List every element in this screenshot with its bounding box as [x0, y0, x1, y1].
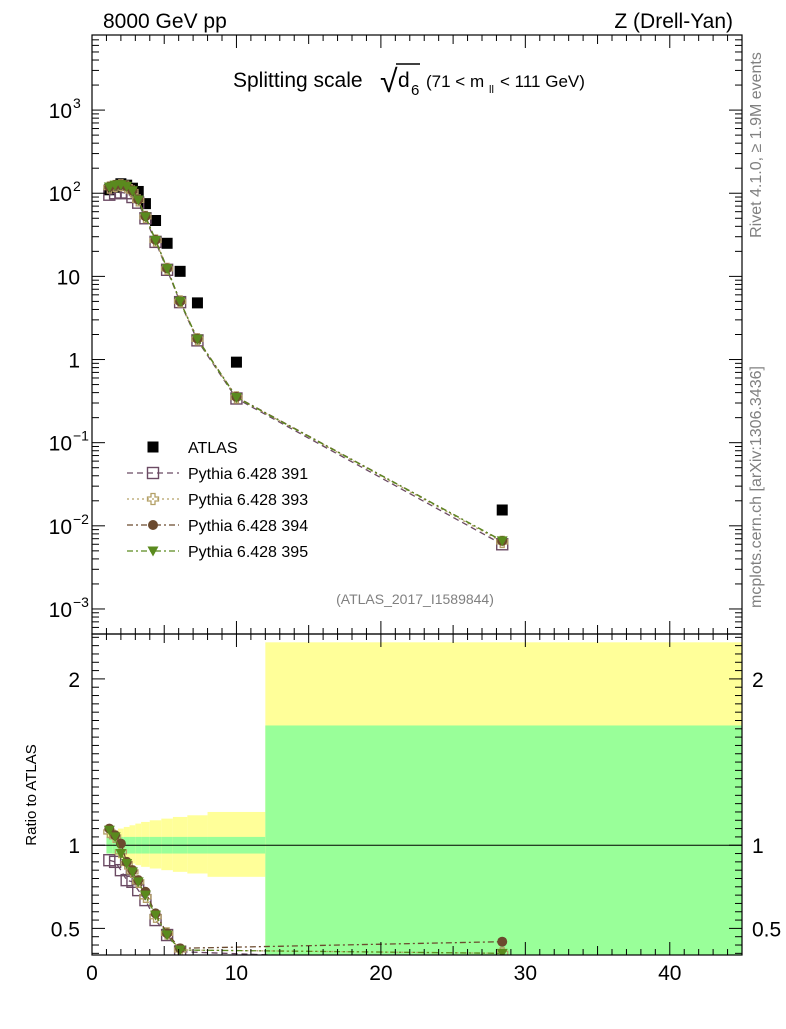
point-p395-10	[191, 334, 203, 345]
point-p395-6	[139, 212, 151, 223]
analysis-id-label: (ATLAS_2017_I1589844)	[336, 591, 494, 607]
legend-marker-atlas	[147, 441, 159, 453]
legend-label-p391: Pythia 6.428 391	[188, 466, 308, 483]
line-p394	[109, 183, 503, 542]
legend-item-p395: Pythia 6.428 395	[127, 544, 308, 561]
title-range-post: < 111 GeV)	[500, 72, 585, 91]
point-p395-3	[121, 181, 133, 192]
ratio-panel-series	[103, 823, 509, 969]
x-tick-label-30: 30	[514, 962, 537, 985]
title-d: d	[398, 69, 410, 92]
mcplots-label: mcplots.cern.ch [arXiv:1306.3436]	[748, 366, 765, 608]
legend: ATLAS Pythia 6.428 391 Pythia 6.428 393 Pyt…	[127, 440, 308, 561]
ratio-point-p395-8	[161, 930, 173, 941]
band-inner-12	[265, 725, 742, 955]
point-p395-12	[496, 536, 508, 547]
series-p394	[104, 179, 508, 546]
title-range-pre: (71 < m	[426, 72, 484, 91]
point-atlas-8	[161, 237, 173, 249]
point-atlas-9	[174, 265, 186, 277]
legend-label-atlas: ATLAS	[188, 440, 238, 457]
ratio-point-p395-4	[126, 867, 138, 878]
point-p395-5	[132, 195, 144, 206]
rivet-version-label: Rivet 4.1.0, ≥ 1.9M events	[748, 52, 765, 238]
legend-label-p393: Pythia 6.428 393	[188, 492, 308, 509]
legend-marker-p393	[146, 492, 160, 506]
y-tick-label-1000: 10	[49, 100, 72, 123]
y-tick-label-1: 1	[68, 350, 80, 373]
ratio-y-tick-label-0_5: 0.5	[51, 918, 80, 941]
legend-marker-p394	[148, 520, 158, 530]
ratio-point-p391-10	[497, 958, 508, 969]
x-tick-label-20: 20	[369, 962, 392, 985]
y-tick-label-0_01-exp: −2	[73, 511, 89, 527]
y-tick-label-0_001: 10	[49, 599, 72, 622]
ratio-y-tick-label-right-0_5: 0.5	[752, 918, 781, 941]
main-panel-series	[103, 178, 509, 551]
ratio-series-p395	[103, 825, 508, 955]
ratio-point-p395-0	[103, 825, 115, 836]
ratio-panel-frame	[91, 633, 743, 956]
ratio-y-tick-label-right-2: 2	[752, 669, 764, 692]
point-atlas-11	[230, 356, 242, 368]
ratio-point-p395-2	[115, 849, 127, 860]
legend-label-p394: Pythia 6.428 394	[188, 518, 308, 535]
x-tick-label-40: 40	[658, 962, 681, 985]
legend-marker-p391	[146, 466, 160, 480]
x-tick-label-10: 10	[225, 962, 248, 985]
ratio-y-tick-label-1: 1	[68, 835, 80, 858]
y-tick-label-0_001-exp: −3	[73, 594, 89, 610]
y-tick-label-1000-exp: 3	[73, 95, 81, 111]
title-range-subscript: ll	[489, 84, 494, 96]
energy-label: 8000 GeV pp	[103, 10, 227, 33]
point-p395-11	[230, 392, 242, 403]
plot-title: Splitting scale √ d 6 (71 < m ll < 111 G…	[233, 63, 585, 99]
ratio-point-p395-10	[496, 948, 508, 955]
ratio-y-tick-label-2: 2	[68, 669, 80, 692]
legend-label-p395: Pythia 6.428 395	[188, 544, 308, 561]
legend-item-atlas: ATLAS	[147, 440, 238, 457]
legend-item-p393: Pythia 6.428 393	[127, 492, 308, 509]
legend-item-p394: Pythia 6.428 394	[127, 518, 308, 535]
legend-item-p391: Pythia 6.428 391	[127, 466, 308, 483]
legend-marker-p395	[147, 546, 159, 557]
point-atlas-12	[496, 504, 508, 516]
point-atlas-10	[191, 297, 203, 309]
y-tick-label-100: 10	[49, 183, 72, 206]
title-d-subscript: 6	[411, 82, 419, 99]
series-atlas	[103, 178, 508, 516]
ratio-uncertainty-bands	[106, 642, 742, 955]
point-p395-8	[161, 264, 173, 275]
ratio-point-p395-3	[121, 859, 133, 870]
ratio-axis-label: Ratio to ATLAS	[23, 744, 40, 845]
process-label: Z (Drell-Yan)	[614, 10, 733, 33]
y-tick-label-0_01: 10	[49, 516, 72, 539]
point-p395-9	[174, 296, 186, 307]
y-tick-label-100-exp: 2	[73, 178, 81, 194]
y-tick-label-10: 10	[57, 266, 80, 289]
ratio-point-p395-9	[174, 945, 186, 955]
point-p395-7	[150, 236, 162, 247]
point-atlas-6	[139, 198, 151, 210]
title-sqrt-symbol: √	[380, 63, 398, 99]
x-tick-label-0: 0	[86, 962, 98, 985]
ratio-y-tick-label-right-1: 1	[752, 835, 764, 858]
ratio-point-p395-6	[139, 890, 151, 901]
ratio-point-p395-5	[132, 877, 144, 888]
title-text: Splitting scale	[233, 69, 363, 92]
y-tick-label-0_1: 10	[49, 433, 72, 456]
ratio-point-p395-7	[150, 910, 162, 921]
ratio-point-p394-10	[497, 936, 508, 947]
series-p395	[103, 180, 508, 547]
point-p395-4	[126, 186, 138, 197]
ratio-point-p395-1	[109, 832, 121, 843]
point-atlas-7	[150, 215, 162, 226]
y-tick-label-0_1-exp: −1	[73, 428, 89, 444]
